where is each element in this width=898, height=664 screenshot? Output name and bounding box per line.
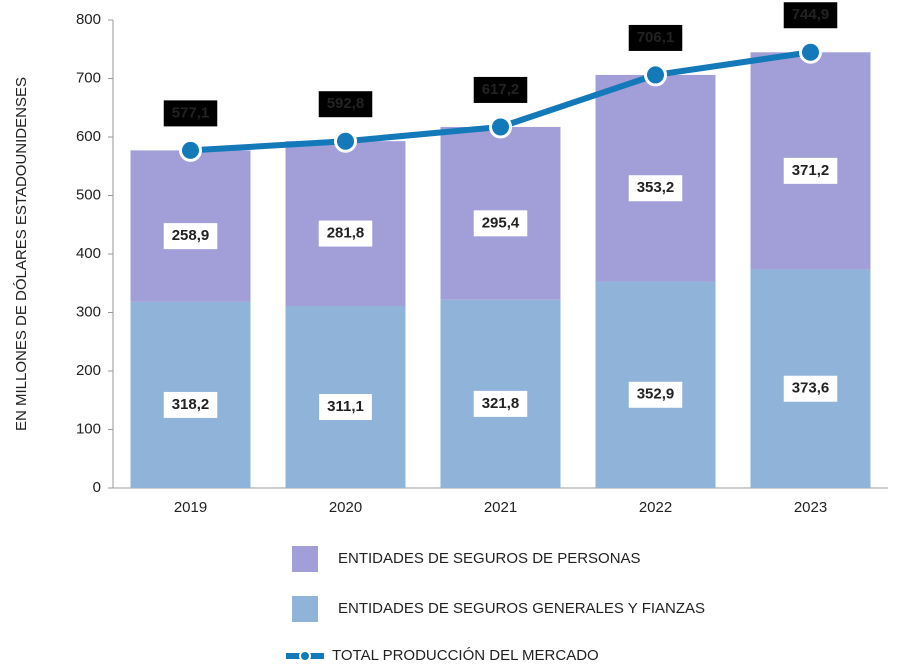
value-label: 744,9 [792,6,830,23]
value-label-box [318,220,373,247]
value-label-box [163,100,218,127]
y-tick-label: 800 [76,11,101,28]
y-tick-label: 500 [76,186,101,203]
y-axis-label: EN MILLONES DE DÓLARES ESTADOUNIDENSES [13,77,30,431]
y-tick-label: 0 [93,479,101,496]
value-label: 318,2 [172,396,210,413]
x-tick-label: 2022 [639,499,672,516]
value-label-box [783,2,838,29]
line-point [644,63,667,87]
x-tick-label: 2019 [174,499,207,516]
legend-swatch [292,596,318,622]
value-label: 373,6 [792,380,830,397]
legend-marker [299,650,311,662]
legend-swatch [292,546,318,572]
value-label-box [163,223,218,250]
y-tick-label: 300 [76,303,101,320]
value-label: 258,9 [172,227,210,244]
value-label: 371,2 [792,162,830,179]
value-label: 353,2 [637,179,675,196]
value-label: 295,4 [482,214,520,231]
line-point [799,40,822,64]
value-label-box [473,76,528,103]
y-tick-label: 100 [76,420,101,437]
value-label-box [628,175,683,202]
legend-label: ENTIDADES DE SEGUROS GENERALES Y FIANZAS [338,600,705,617]
x-tick-label: 2020 [329,499,362,516]
value-label-box [628,381,683,408]
line-point [334,129,357,153]
legend-label: ENTIDADES DE SEGUROS DE PERSONAS [338,550,641,567]
x-tick-label: 2021 [484,499,517,516]
value-label-box [473,210,528,237]
value-label: 592,8 [327,95,365,112]
value-label: 321,8 [482,395,520,412]
value-label: 577,1 [172,104,210,121]
value-label: 617,2 [482,81,520,98]
value-label-box [319,394,372,421]
value-label-box [783,157,838,184]
y-tick-label: 200 [76,362,101,379]
value-label: 311,1 [327,398,364,415]
value-label: 352,9 [637,386,675,403]
value-label-box [628,24,683,51]
legend-label: TOTAL PRODUCCIÓN DEL MERCADO [332,647,599,664]
y-tick-label: 400 [76,245,101,262]
line-point [489,115,512,139]
value-label-box [163,391,218,418]
value-label: 281,8 [327,225,365,242]
value-label: 706,1 [637,29,675,46]
line-point [179,138,202,162]
value-label-box [473,390,528,417]
y-tick-label: 600 [76,128,101,145]
x-tick-label: 2023 [794,499,827,516]
y-tick-label: 700 [76,69,101,86]
value-label-box [318,91,373,118]
value-label-box [783,375,838,402]
